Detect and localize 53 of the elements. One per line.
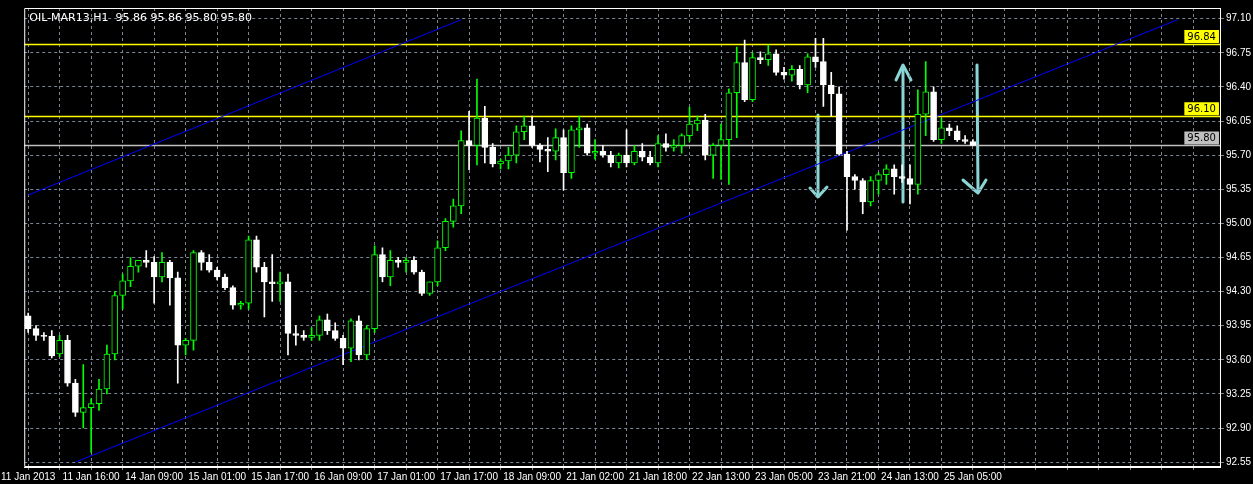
candlestick bbox=[670, 139, 678, 152]
y-tick-label: 96.40 bbox=[1225, 80, 1252, 92]
candlestick bbox=[79, 364, 87, 429]
y-tick-label: 93.25 bbox=[1225, 387, 1252, 399]
y-tick-label: 94.30 bbox=[1225, 285, 1252, 297]
x-tick-label: 22 Jan 13:00 bbox=[692, 470, 751, 482]
x-tick-label: 15 Jan 01:00 bbox=[188, 470, 247, 482]
candlestick bbox=[544, 137, 552, 173]
candlestick bbox=[268, 254, 276, 302]
x-tick-label: 15 Jan 17:00 bbox=[251, 470, 310, 482]
y-tick-label: 95.00 bbox=[1225, 217, 1252, 229]
x-tick-label: 25 Jan 05:00 bbox=[944, 470, 1003, 482]
x-tick-label: 21 Jan 02:00 bbox=[566, 470, 625, 482]
y-tick-label: 96.05 bbox=[1225, 114, 1252, 126]
candlestick bbox=[591, 139, 599, 160]
y-tick-label: 92.55 bbox=[1225, 455, 1252, 467]
x-tick-label: 16 Jan 09:00 bbox=[314, 470, 373, 482]
x-tick-label: 17 Jan 01:00 bbox=[377, 470, 436, 482]
x-tick-label: 11 Jan 2013 bbox=[1, 470, 56, 482]
y-tick-label: 92.90 bbox=[1225, 421, 1252, 433]
candlestick bbox=[300, 330, 308, 341]
x-tick-label: 24 Jan 13:00 bbox=[881, 470, 940, 482]
x-tick-label: 21 Jan 18:00 bbox=[629, 470, 688, 482]
candlestick bbox=[662, 133, 670, 152]
candlestick bbox=[906, 164, 914, 205]
candlestick bbox=[465, 110, 473, 171]
x-tick-label: 17 Jan 17:00 bbox=[440, 470, 499, 482]
candlestick bbox=[276, 271, 284, 302]
y-tick-label: 93.60 bbox=[1225, 353, 1252, 365]
chart-title: OIL-MAR13,H1 95.86 95.86 95.80 95.80 bbox=[29, 11, 252, 25]
ref-line-label: 95.80 bbox=[1187, 132, 1216, 143]
candlestick bbox=[142, 250, 150, 268]
candlestick bbox=[394, 257, 402, 268]
ref-line-label: 96.84 bbox=[1187, 30, 1216, 42]
y-tick-label: 94.65 bbox=[1225, 251, 1252, 263]
x-tick-label: 18 Jan 09:00 bbox=[503, 470, 562, 482]
candlestick bbox=[898, 164, 906, 183]
candlestick bbox=[520, 115, 528, 140]
x-tick-label: 23 Jan 21:00 bbox=[818, 470, 877, 482]
y-tick-label: 95.35 bbox=[1225, 183, 1252, 195]
x-tick-label: 23 Jan 05:00 bbox=[755, 470, 814, 482]
y-tick-label: 97.10 bbox=[1225, 12, 1252, 24]
x-tick-label: 14 Jan 09:00 bbox=[125, 470, 184, 482]
candlestick bbox=[292, 325, 300, 346]
y-tick-label: 96.75 bbox=[1225, 46, 1252, 58]
x-tick-label: 11 Jan 16:00 bbox=[62, 470, 121, 482]
y-tick-label: 93.95 bbox=[1225, 319, 1252, 331]
candlestick bbox=[827, 71, 835, 117]
candlestick bbox=[87, 398, 95, 453]
candlestick bbox=[402, 257, 410, 273]
candlestick bbox=[717, 123, 725, 180]
ref-line-label: 96.10 bbox=[1187, 102, 1216, 114]
y-tick-label: 95.70 bbox=[1225, 148, 1252, 160]
